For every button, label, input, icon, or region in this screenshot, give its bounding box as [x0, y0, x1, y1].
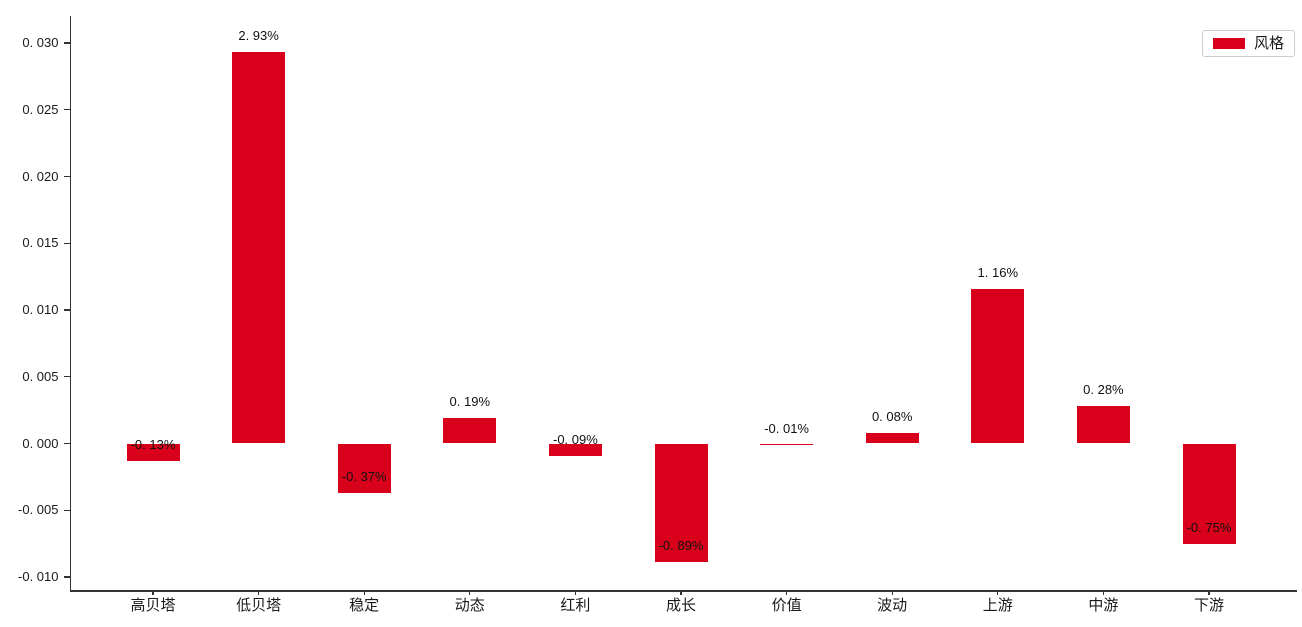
y-tick — [64, 109, 70, 111]
bar-value-label: 1. 16% — [977, 264, 1019, 280]
legend-color-swatch — [1212, 38, 1245, 49]
bar — [865, 432, 919, 444]
x-tick-label: 稳定 — [349, 597, 380, 614]
x-tick — [574, 590, 577, 595]
bar-value-label: -0. 75% — [1186, 519, 1232, 535]
bar-value-label: -0. 89% — [658, 538, 704, 554]
y-tick-label: 0. 005 — [22, 368, 59, 384]
bar — [443, 418, 497, 444]
bar — [971, 288, 1025, 444]
y-axis-spine — [69, 16, 71, 590]
bar — [548, 443, 602, 456]
x-tick-label: 动态 — [454, 597, 485, 614]
bar-value-label: 0. 08% — [871, 408, 913, 424]
x-tick — [469, 590, 471, 595]
x-tick — [258, 590, 260, 595]
x-tick-label: 中游 — [1088, 597, 1119, 614]
bar-value-label: -0. 09% — [552, 431, 598, 447]
y-tick — [64, 376, 70, 378]
y-tick — [64, 242, 70, 244]
x-tick — [152, 590, 154, 595]
y-tick-label: 0. 030 — [22, 35, 59, 50]
y-tick — [64, 442, 70, 445]
x-tick-label: 波动 — [877, 597, 908, 614]
bar — [337, 443, 391, 493]
legend: 风格 — [1201, 30, 1295, 57]
y-tick — [64, 309, 70, 311]
y-tick — [64, 175, 70, 178]
y-tick-label: 0. 000 — [22, 435, 59, 451]
x-tick — [363, 590, 365, 595]
x-tick — [1102, 590, 1105, 595]
x-tick-label: 成长 — [665, 597, 696, 614]
x-tick — [997, 590, 999, 595]
bar-value-label: -0. 13% — [130, 436, 176, 452]
y-tick — [64, 576, 70, 578]
bar-value-label: -0. 37% — [341, 468, 387, 484]
y-tick-label: 0. 020 — [22, 168, 59, 184]
x-tick — [786, 590, 788, 595]
bar — [232, 52, 286, 444]
bar — [1076, 406, 1130, 444]
x-tick — [891, 590, 893, 595]
x-axis-spine — [69, 590, 1297, 592]
y-tick-label: -0. 005 — [18, 502, 59, 518]
y-tick — [64, 42, 70, 44]
bar — [1182, 443, 1236, 544]
x-tick — [1208, 590, 1210, 595]
x-tick — [680, 590, 682, 595]
legend-label: 风格 — [1253, 35, 1284, 52]
bar — [760, 443, 814, 445]
y-tick-label: -0. 010 — [18, 569, 59, 584]
x-tick-label: 红利 — [560, 597, 591, 614]
x-tick-label: 下游 — [1193, 597, 1224, 614]
bar-value-label: 0. 28% — [1083, 382, 1124, 398]
y-tick-label: 0. 010 — [22, 302, 59, 317]
bar-value-label: -0. 01% — [764, 420, 809, 436]
x-tick-label: 价值 — [771, 597, 802, 614]
bar — [126, 443, 180, 461]
bar — [654, 443, 708, 563]
bar-value-label: 2. 93% — [238, 28, 279, 44]
y-tick — [64, 509, 70, 511]
x-tick-label: 高贝塔 — [130, 597, 176, 614]
y-tick-label: 0. 015 — [22, 235, 59, 251]
bar-value-label: 0. 19% — [449, 394, 491, 410]
x-tick-label: 低贝塔 — [236, 597, 282, 614]
x-tick-label: 上游 — [982, 597, 1013, 614]
y-tick-label: 0. 025 — [22, 101, 59, 117]
